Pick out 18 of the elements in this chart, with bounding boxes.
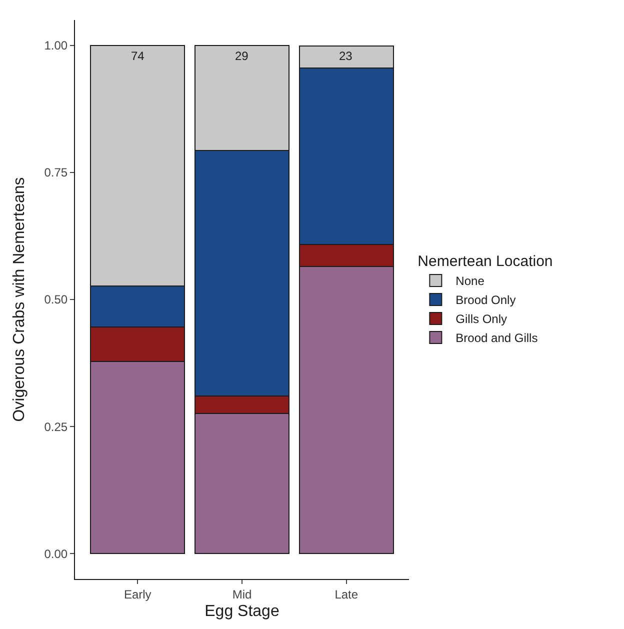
y-tick-label: 1.00 — [44, 38, 68, 53]
legend-label: None — [456, 274, 485, 288]
y-tick-label: 0.00 — [44, 546, 68, 561]
y-tick-label: 0.25 — [44, 420, 68, 434]
x-axis-title: Egg Stage — [204, 603, 280, 620]
y-axis-title: Ovigerous Crabs with Nemerteans — [11, 177, 28, 422]
legend-title: Nemertean Location — [418, 253, 553, 270]
x-tick-label: Late — [334, 587, 358, 602]
y-tick-label: 0.50 — [44, 292, 68, 307]
annotation: 74 — [131, 49, 145, 63]
x-tick-label: Mid — [232, 587, 252, 602]
legend-label: Brood and Gills — [456, 331, 538, 346]
y-tick-label: 0.75 — [44, 166, 68, 180]
legend-label: Gills Only — [456, 312, 508, 326]
legend-label: Brood Only — [456, 293, 516, 308]
annotation: 29 — [235, 49, 249, 63]
x-tick-label: Early — [124, 587, 152, 602]
annotation: 23 — [339, 49, 353, 63]
